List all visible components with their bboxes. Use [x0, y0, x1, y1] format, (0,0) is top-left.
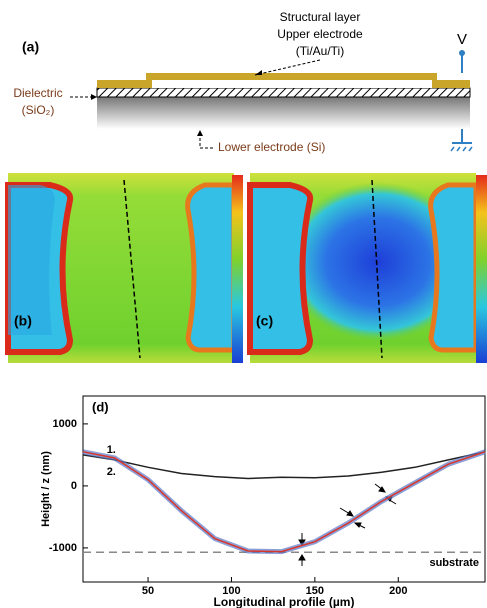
- image-c: (c): [247, 173, 487, 363]
- y-tick-label: 0: [71, 480, 77, 492]
- air-gap: [152, 80, 432, 88]
- panel-label: (d): [92, 399, 109, 414]
- panel-label: (c): [256, 313, 273, 329]
- series-line: [82, 451, 486, 553]
- label: Upper electrode: [277, 27, 363, 41]
- panel-label: (a): [22, 39, 39, 55]
- dielectric-layer: [96, 87, 471, 98]
- annotation: substrate: [429, 557, 479, 569]
- x-tick-label: 100: [222, 585, 240, 597]
- x-tick-label: 150: [306, 585, 324, 597]
- series-label: 2.: [107, 466, 116, 478]
- arrow-head: [91, 94, 97, 100]
- label: Lower electrode (Si): [218, 140, 325, 154]
- panel-label: (b): [14, 313, 32, 329]
- substrate: [97, 97, 470, 129]
- y-tick-label: 1000: [53, 418, 77, 430]
- y-axis-label: Height / z (nm): [40, 451, 52, 527]
- x-tick-label: 50: [142, 585, 154, 597]
- schematic: (a) Structural layer Upper electrode (Ti…: [13, 10, 473, 154]
- ground: [450, 146, 473, 152]
- arrow: [199, 133, 215, 149]
- x-tick-label: 200: [389, 585, 407, 597]
- arrow-head: [255, 70, 262, 75]
- arrows: [298, 483, 397, 566]
- x-axis-label: Longitudinal profile (µm): [214, 595, 355, 608]
- arrow: [254, 59, 321, 76]
- label: (SiO₂): [22, 103, 55, 117]
- y-tick-label: -1000: [49, 542, 77, 554]
- chart: (d) Height / z (nm) Longitudinal profile…: [40, 395, 486, 608]
- terminal: [459, 50, 465, 56]
- series-line: [82, 451, 486, 480]
- label: Structural layer: [280, 10, 361, 24]
- label: V: [457, 31, 467, 48]
- label: Dielectric: [13, 86, 62, 100]
- series-label: 1.: [107, 444, 116, 456]
- plot-frame: [82, 395, 486, 583]
- image-b: (b): [5, 173, 243, 363]
- arrow-head: [197, 130, 203, 136]
- label: (Ti/Au/Ti): [296, 44, 344, 58]
